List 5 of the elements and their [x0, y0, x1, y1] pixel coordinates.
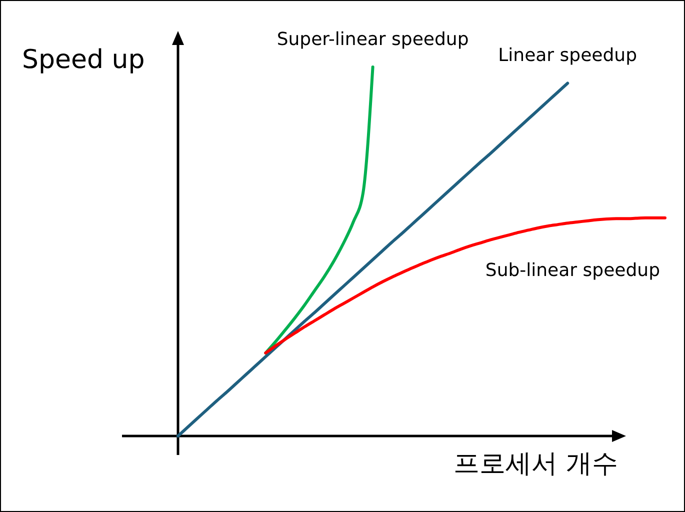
y-axis-title: Speed up — [22, 45, 145, 75]
x-axis-title: 프로세서 개수 — [454, 449, 618, 479]
series-label: Sub-linear speedup — [485, 260, 660, 281]
series-label: Super-linear speedup — [276, 29, 469, 50]
series-label: Linear speedup — [498, 45, 638, 66]
